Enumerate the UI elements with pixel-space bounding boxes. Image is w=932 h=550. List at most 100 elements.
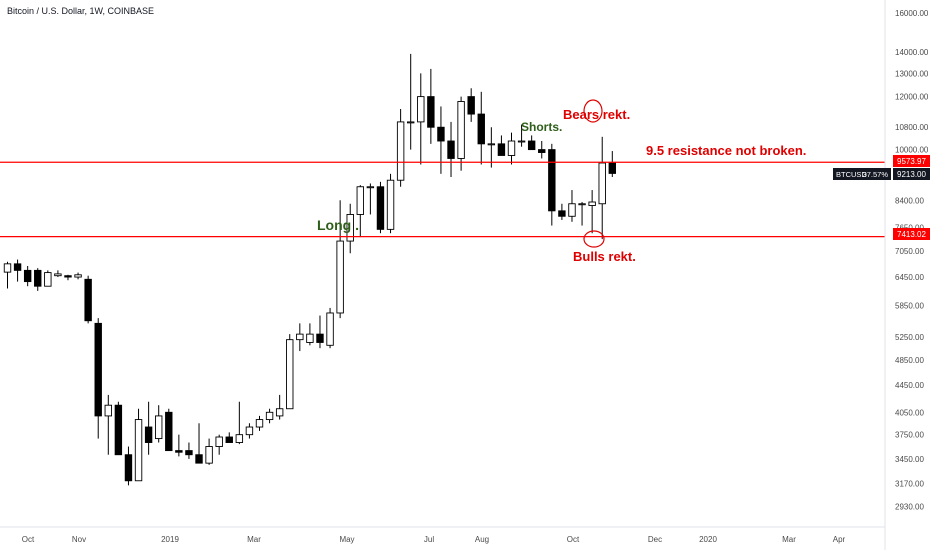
candle-body xyxy=(104,404,113,417)
candle-body xyxy=(578,203,586,206)
annotation-bulls-rekt: Bulls rekt. xyxy=(573,249,636,264)
bears-highlight-circle xyxy=(583,99,603,123)
price-tick-label: 12000.00 xyxy=(895,93,929,102)
time-tick-label: Jul xyxy=(424,535,434,544)
candle-body xyxy=(13,263,22,271)
time-tick-label: Aug xyxy=(475,535,489,544)
candle-body xyxy=(255,419,264,428)
price-tick-label: 3450.00 xyxy=(895,455,924,464)
candle-body xyxy=(34,269,42,287)
candle-body xyxy=(386,179,395,230)
time-tick-label: Mar xyxy=(782,535,796,544)
candle-body xyxy=(215,436,223,447)
candle-body xyxy=(265,411,274,421)
candle-body xyxy=(245,426,254,436)
candle-body xyxy=(54,273,62,277)
price-tick-label: 16000.00 xyxy=(895,9,929,18)
candle-body xyxy=(316,333,324,343)
support-badge: 7413.02 xyxy=(893,228,930,240)
candle-body xyxy=(497,143,506,156)
candle-body xyxy=(548,149,556,212)
price-tick-label: 5850.00 xyxy=(895,301,924,310)
price-tick-label: 3750.00 xyxy=(895,431,924,440)
candle-body xyxy=(598,162,606,205)
candle-body xyxy=(417,96,425,123)
candle-body xyxy=(568,203,576,217)
current-symbol-label: BTCUSD xyxy=(836,170,867,179)
price-tick-label: 6450.00 xyxy=(895,273,924,282)
support-badge-label: 7413.02 xyxy=(897,230,926,239)
candle-body xyxy=(44,272,52,287)
time-tick-label: Nov xyxy=(72,535,86,544)
candle-body xyxy=(447,140,455,159)
annotation-long: Long . xyxy=(317,217,359,233)
candle-body xyxy=(134,419,143,482)
price-tick-label: 5250.00 xyxy=(895,333,924,342)
time-tick-label: 2020 xyxy=(699,535,717,544)
candle-body xyxy=(457,101,465,159)
annotation-bears-rekt: Bears rekt. xyxy=(563,107,630,122)
price-axis: 16000.00 14000.00 13000.00 12000.00 10800.00… xyxy=(895,9,929,511)
candle-body xyxy=(64,275,72,278)
candle-body xyxy=(296,333,304,341)
candle-body xyxy=(94,322,102,417)
current-price-badge: BTCUSD 37.57% 9213.00 xyxy=(833,168,930,180)
candle-body xyxy=(588,201,596,206)
resistance-badge-label: 9573.97 xyxy=(897,157,926,166)
candle-body xyxy=(286,339,294,410)
candle-body xyxy=(558,210,566,217)
candle-body xyxy=(487,143,496,146)
candle-body xyxy=(275,408,284,417)
candle-body xyxy=(225,436,233,443)
current-change-label: 37.57% xyxy=(863,170,889,179)
annotation-resistance: 9.5 resistance not broken. xyxy=(646,143,806,158)
candle-body xyxy=(608,162,616,174)
bulls-highlight-circle xyxy=(583,230,605,248)
time-tick-label: Apr xyxy=(833,535,846,544)
price-tick-label: 2930.00 xyxy=(895,502,924,511)
candle-body xyxy=(185,450,193,456)
candle-body xyxy=(356,186,364,215)
time-tick-label: May xyxy=(339,535,354,544)
candles-group xyxy=(3,53,616,486)
time-tick-label: 2019 xyxy=(161,535,179,544)
candle-body xyxy=(205,446,213,464)
candle-body xyxy=(3,263,12,273)
time-axis: Oct Nov 2019 Mar May Jul Aug Oct Dec 2020 Mar Apr xyxy=(22,535,846,544)
candle-body xyxy=(84,278,92,322)
candle-body xyxy=(346,214,354,242)
candle-body xyxy=(23,269,32,283)
candle-body xyxy=(477,113,485,145)
candle-body xyxy=(437,126,445,142)
candle-body xyxy=(507,140,516,156)
price-tick-label: 7050.00 xyxy=(895,247,924,256)
candle-body xyxy=(124,454,133,482)
candle-body xyxy=(114,404,123,456)
candle-body xyxy=(527,140,536,151)
candle-body xyxy=(517,140,526,143)
candle-body xyxy=(74,274,82,278)
chart-title: Bitcoin / U.S. Dollar, 1W, COINBASE xyxy=(7,6,155,16)
price-tick-label: 13000.00 xyxy=(895,69,929,78)
candle-body xyxy=(165,411,173,452)
resistance-badge: 9573.97 xyxy=(893,155,930,167)
price-tick-label: 4850.00 xyxy=(895,356,924,365)
price-tick-label: 14000.00 xyxy=(895,48,929,57)
time-tick-label: Dec xyxy=(648,535,662,544)
price-tick-label: 8400.00 xyxy=(895,196,924,205)
candle-body xyxy=(376,186,385,230)
candle-body xyxy=(326,312,334,346)
candle-body xyxy=(396,121,405,181)
candle-body xyxy=(538,149,546,153)
candle-body xyxy=(175,450,183,453)
candle-body xyxy=(366,186,375,189)
price-tick-label: 10000.00 xyxy=(895,146,929,155)
time-tick-label: Oct xyxy=(567,535,580,544)
price-tick-label: 10800.00 xyxy=(895,123,929,132)
candle-body xyxy=(427,96,435,128)
candle-body xyxy=(144,426,153,443)
candle-body xyxy=(467,96,475,115)
time-tick-label: Mar xyxy=(247,535,261,544)
candle-body xyxy=(306,333,314,343)
